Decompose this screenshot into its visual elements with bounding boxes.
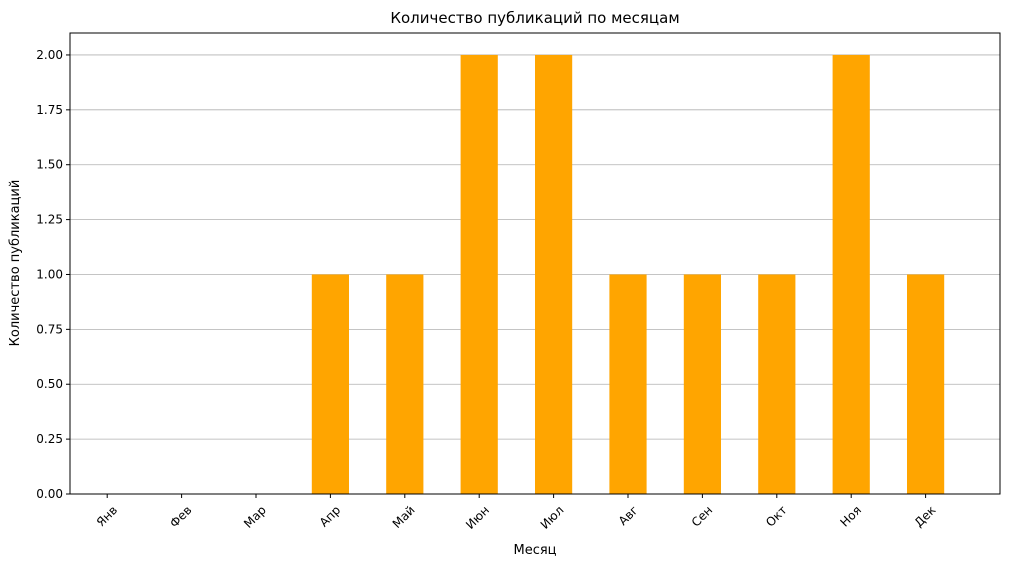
plot-frame [69, 32, 1001, 495]
x-tick-label: Апр [317, 503, 344, 530]
y-tick-label: 0.50 [36, 377, 63, 391]
x-tick-label: Янв [94, 503, 120, 529]
x-axis-title: Месяц [513, 543, 556, 558]
bar-12 [907, 274, 945, 494]
x-tick-label: Ноя [838, 503, 865, 530]
y-tick-label: 0.00 [36, 487, 63, 501]
y-tick-label: 0.25 [36, 432, 63, 446]
x-tick-label: Май [390, 503, 418, 531]
bar-5 [386, 274, 424, 494]
y-tick-label: 1.75 [36, 103, 63, 117]
x-tick-label: Окт [763, 503, 790, 530]
chart-title: Количество публикаций по месяцам [390, 9, 679, 27]
y-tick-label: 0.75 [36, 322, 63, 336]
y-axis: 0.00 0.25 0.50 0.75 1.00 1.25 1.50 1.75 2.00 [36, 48, 70, 501]
bar-7 [535, 54, 573, 494]
x-tick-label: Июн [463, 503, 492, 532]
bar-4 [311, 274, 349, 494]
y-axis-title: Количество публикаций [8, 180, 23, 347]
y-tick-label: 1.25 [36, 213, 63, 227]
bars [311, 54, 945, 494]
x-tick-label: Сен [689, 503, 716, 530]
x-tick-label: Июл [538, 503, 567, 532]
bar-11 [832, 54, 870, 494]
bar-8 [609, 274, 647, 494]
bar-6 [460, 54, 498, 494]
bar-10 [758, 274, 796, 494]
x-tick-label: Дек [912, 503, 939, 530]
y-tick-label: 1.50 [36, 158, 63, 172]
x-axis: Янв Фев Мар Апр Май Июн Июл Авг Сен Окт Ноя Дек [94, 494, 939, 532]
y-tick-label: 1.00 [36, 267, 63, 281]
x-tick-label: Фев [167, 503, 194, 530]
x-tick-label: Авг [616, 503, 641, 528]
y-tick-label: 2.00 [36, 48, 63, 62]
x-tick-label: Мар [241, 503, 269, 531]
bar-9 [683, 274, 721, 494]
